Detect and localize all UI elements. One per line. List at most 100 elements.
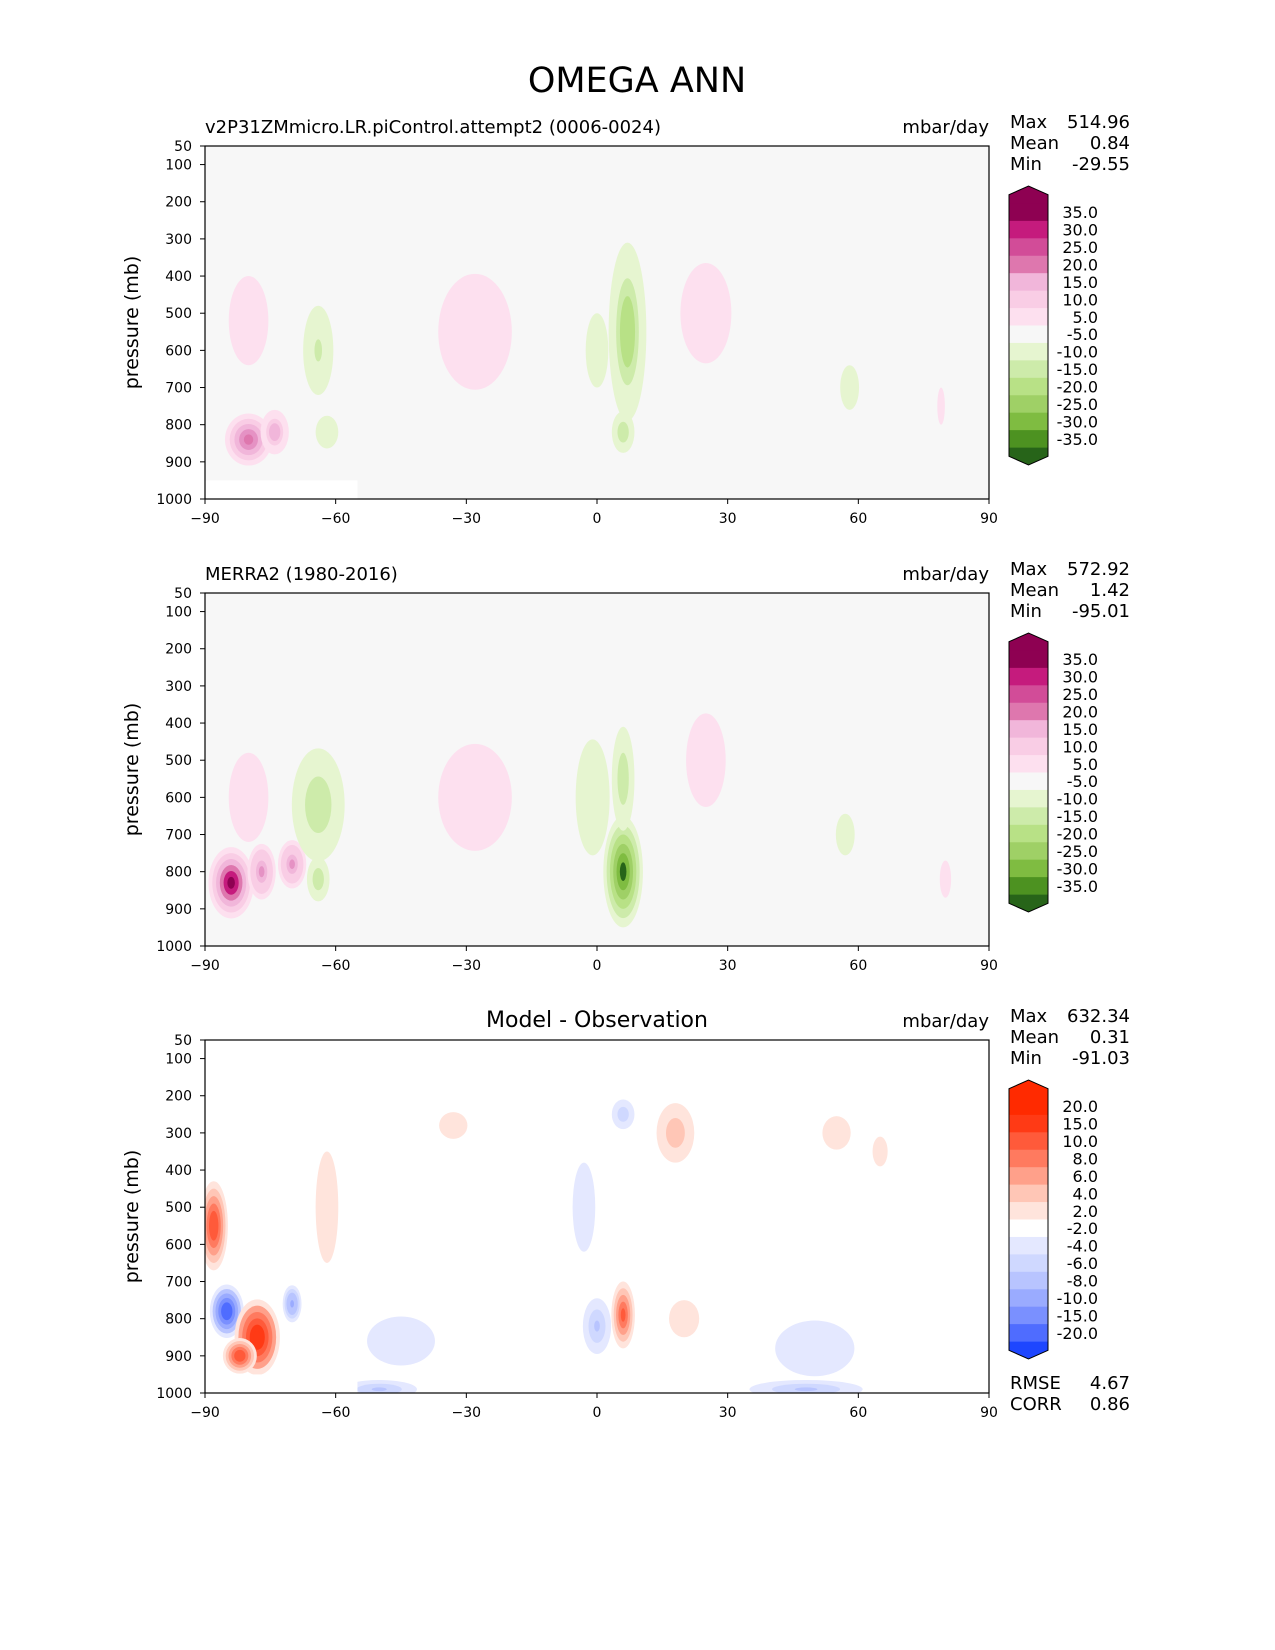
colorbar-label: 25.0 [1062, 238, 1098, 257]
contour-level [620, 1110, 626, 1119]
x-tick-label: −60 [321, 958, 351, 974]
contour-blob-17 [749, 1379, 863, 1393]
y-tick-label: 400 [165, 716, 192, 732]
colorbar-extend-top [1009, 633, 1048, 651]
contour-blob-5 [282, 1285, 302, 1323]
y-tick-label: 900 [165, 1349, 192, 1365]
y-tick-label: 400 [165, 269, 192, 285]
colorbar-label: -35.0 [1057, 877, 1098, 896]
x-tick-label: 30 [719, 511, 737, 527]
y-tick-label: 300 [165, 1126, 192, 1142]
colorbar-swatch [1009, 238, 1048, 257]
stat-value: 0.86 [1090, 1394, 1130, 1415]
colorbar-swatch [1009, 877, 1048, 896]
y-tick-label: 700 [165, 828, 192, 844]
colorbar-swatch [1009, 702, 1048, 721]
colorbar-swatch [1009, 772, 1048, 791]
stats-block: Max 572.92 Mean 1.42 Min -95.01 [1010, 559, 1130, 622]
contour-blob-11 [680, 263, 732, 364]
stat-value: -29.55 [1072, 154, 1130, 175]
colorbar-swatch [1009, 290, 1048, 309]
contour-blob-7 [438, 743, 512, 851]
contour-blob-5 [291, 748, 345, 862]
colorbar-swatch [1009, 1289, 1048, 1308]
colorbar-swatch [1009, 1271, 1048, 1290]
contour-level [311, 790, 325, 819]
y-axis: 50 100 200 300 400 500 600 700 800 900 1000 [156, 586, 205, 955]
y-tick-label: 1000 [156, 492, 192, 508]
x-axis: −90 −60 −30 0 30 60 90 [190, 946, 998, 974]
stat-value: 632.34 [1067, 1006, 1130, 1027]
colorbar-swatch [1009, 1254, 1048, 1273]
stats-block: Max 514.96 Mean 0.84 Min -29.55 [1010, 112, 1130, 175]
contour-level [578, 1184, 590, 1230]
contour-blob-9 [439, 1112, 468, 1139]
contour-blob-2 [208, 847, 254, 919]
colorbar-swatch [1009, 1324, 1048, 1343]
contour-blob-11 [686, 713, 726, 808]
contour-level [237, 1352, 243, 1359]
colorbar-label: -15.0 [1057, 807, 1098, 826]
colorbar-swatch [1009, 1132, 1048, 1151]
contour-level [620, 765, 626, 792]
contour-level [620, 426, 626, 438]
contour-blob-10 [611, 726, 635, 831]
colorbar-label: -20.0 [1057, 825, 1098, 844]
contour-blob-2 [209, 1284, 244, 1339]
y-axis: 50 100 200 300 400 500 600 700 800 900 1000 [156, 139, 205, 508]
y-tick-label: 1000 [156, 939, 192, 955]
colorbar-swatch [1009, 220, 1048, 239]
colorbar-extend-top [1009, 186, 1048, 204]
colorbar-label: -10.0 [1057, 343, 1098, 362]
contour-blob-14 [656, 1103, 695, 1163]
x-tick-label: 90 [980, 1405, 998, 1421]
colorbar-swatch [1009, 1219, 1048, 1238]
y-tick-label: 700 [165, 381, 192, 397]
stat-value: 572.92 [1067, 559, 1130, 580]
stat-label: Min [1010, 1048, 1042, 1069]
contour-blob-1 [228, 276, 269, 366]
colorbar-label: 4.0 [1073, 1184, 1098, 1203]
contour-blob-1 [205, 1181, 228, 1271]
contour-blob-10 [582, 1298, 612, 1354]
contour-blob-15 [669, 1300, 700, 1338]
x-tick-label: −90 [190, 958, 220, 974]
contour-level [619, 862, 627, 881]
contour-blob-10 [611, 411, 635, 453]
y-tick-label: 600 [165, 343, 192, 359]
colorbar-outline [1008, 1079, 1049, 1360]
stat-value: 0.84 [1090, 133, 1130, 154]
colorbar-swatch [1009, 1306, 1048, 1325]
colorbar-label: -5.0 [1067, 772, 1098, 791]
contour-blob-8 [585, 313, 609, 388]
colorbar-label: -35.0 [1057, 430, 1098, 449]
y-tick-label: 300 [165, 679, 192, 695]
x-tick-label: 60 [849, 1405, 867, 1421]
contour-level [594, 1320, 600, 1332]
contour-level [586, 778, 599, 817]
contour-level [697, 296, 715, 330]
contour-blob-13 [939, 860, 952, 898]
colorbar-label: 2.0 [1073, 1202, 1098, 1221]
x-tick-label: −90 [190, 511, 220, 527]
colorbar-swatch [1009, 308, 1048, 326]
figure-title: OMEGA ANN [528, 61, 746, 101]
colorbar-label: -8.0 [1067, 1272, 1098, 1291]
colorbar-label: 35.0 [1062, 203, 1098, 222]
contour-blob-1 [228, 752, 269, 842]
contour-level [591, 331, 603, 369]
surface-mask [205, 480, 358, 499]
colorbar-swatch [1009, 1114, 1048, 1133]
y-tick-label: 800 [165, 418, 192, 434]
colorbar-swatch [1009, 430, 1048, 449]
y-axis: 50 100 200 300 400 500 600 700 800 900 1000 [156, 1033, 205, 1402]
colorbar-swatch [1009, 685, 1048, 704]
colorbar-label: -25.0 [1057, 395, 1098, 414]
colorbar-swatch [1009, 1184, 1048, 1203]
contour-blob-4 [277, 840, 307, 889]
contour-level [211, 1218, 217, 1234]
contour-blob-7 [367, 1316, 435, 1366]
colorbar: 35.030.025.020.015.010.05.0-5.0-10.0-15.… [1008, 632, 1098, 913]
contour-level [241, 782, 256, 813]
